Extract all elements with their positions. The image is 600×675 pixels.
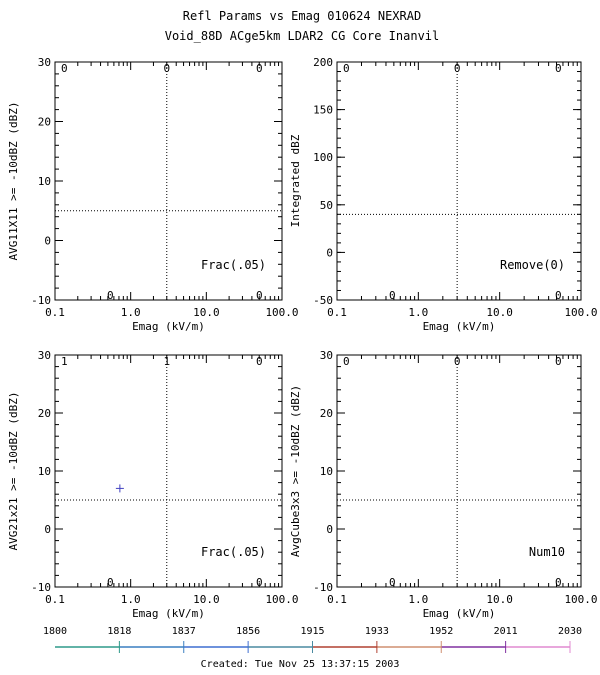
x-tick-label: 1.0 [121, 306, 141, 319]
count-bottom-right: 0 [256, 576, 263, 589]
y-tick-label: 10 [38, 175, 51, 188]
x-tick-label: 10.0 [193, 306, 220, 319]
count-top-right: 0 [555, 355, 562, 368]
count-top-left: 1 [61, 355, 68, 368]
y-tick-label: 0 [326, 246, 333, 259]
timeline-label: 2011 [494, 626, 518, 637]
y-tick-label: 10 [320, 465, 333, 478]
count-bottom-left: 0 [107, 289, 114, 302]
count-top-left: 0 [343, 355, 350, 368]
y-tick-label: 50 [320, 199, 333, 212]
figure-title: Refl Params vs Emag 010624 NEXRAD [183, 9, 421, 23]
x-tick-label: 100.0 [564, 306, 597, 319]
timeline-label: 1837 [172, 626, 196, 637]
timeline-label: 1800 [43, 626, 67, 637]
timeline-label: 1915 [300, 626, 324, 637]
panel-annotation: Frac(.05) [201, 545, 266, 559]
y-tick-label: 100 [313, 151, 333, 164]
x-tick-label: 100.0 [564, 593, 597, 606]
data-point [115, 484, 124, 493]
y-tick-label: 0 [326, 523, 333, 536]
x-tick-label: 1.0 [408, 306, 428, 319]
x-tick-label: 100.0 [265, 306, 298, 319]
y-axis-label: Integrated dBZ [289, 134, 302, 227]
count-top-right: 0 [555, 62, 562, 75]
count-top-right: 0 [256, 62, 263, 75]
y-tick-label: -10 [31, 294, 51, 307]
count-bottom-left: 0 [389, 576, 396, 589]
x-tick-label: 10.0 [486, 306, 513, 319]
y-tick-label: 0 [44, 235, 51, 248]
count-bottom-left: 0 [389, 289, 396, 302]
count-bottom-right: 0 [256, 289, 263, 302]
panel-annotation: Frac(.05) [201, 258, 266, 272]
created-footer: Created: Tue Nov 25 13:37:15 2003 [201, 659, 400, 670]
x-tick-label: 0.1 [327, 306, 347, 319]
timeline-bar: 1800 1818 1837 1856 1915 1933 1952 2011 2030 [43, 626, 582, 653]
x-tick-label: 1.0 [121, 593, 141, 606]
x-tick-label: 10.0 [486, 593, 513, 606]
y-tick-label: 30 [320, 349, 333, 362]
y-tick-label: 30 [38, 349, 51, 362]
x-axis-label: Emag (kV/m) [423, 607, 496, 620]
panel-annotation: Num10 [529, 545, 565, 559]
timeline-label: 1933 [365, 626, 389, 637]
x-axis-label: Emag (kV/m) [132, 320, 205, 333]
chart-panel-4: 0.1 1.0 10.0 100.0 -10 0 10 20 30 0 0 0 0 0 Num10 Emag … [289, 349, 598, 620]
count-top-left: 0 [343, 62, 350, 75]
timeline-label: 1856 [236, 626, 260, 637]
count-top-right: 0 [256, 355, 263, 368]
x-tick-label: 0.1 [45, 306, 65, 319]
y-tick-label: 20 [38, 407, 51, 420]
count-top-mid: 1 [163, 355, 170, 368]
x-tick-label: 10.0 [193, 593, 220, 606]
chart-panel-1: 0.1 1.0 10.0 100.0 -10 0 10 20 30 0 0 0 0 0 Frac(.05) E… [7, 56, 299, 333]
count-top-left: 0 [61, 62, 68, 75]
panel-annotation: Remove(0) [500, 258, 565, 272]
timeline-label: 2030 [558, 626, 582, 637]
count-top-mid: 0 [163, 62, 170, 75]
y-tick-label: -10 [313, 581, 333, 594]
x-tick-label: 0.1 [327, 593, 347, 606]
x-tick-label: 0.1 [45, 593, 65, 606]
y-tick-label: 200 [313, 56, 333, 69]
x-tick-label: 1.0 [408, 593, 428, 606]
y-axis-label: AVG11X11 >= -10dBZ (dBZ) [7, 102, 20, 261]
y-axis-label: AvgCube3x3 >= -10dBZ (dBZ) [289, 385, 302, 557]
timeline-label: 1952 [429, 626, 453, 637]
chart-panel-2: 0.1 1.0 10.0 100.0 -50 0 50 100 150 200 0 0 0 0 0 Remov… [289, 56, 598, 333]
plot-frame [336, 61, 582, 301]
y-tick-label: 30 [38, 56, 51, 69]
count-bottom-right: 0 [555, 576, 562, 589]
x-axis-label: Emag (kV/m) [132, 607, 205, 620]
y-tick-label: 20 [320, 407, 333, 420]
y-tick-label: 150 [313, 104, 333, 117]
y-tick-label: -50 [313, 294, 333, 307]
count-bottom-right: 0 [555, 289, 562, 302]
y-tick-label: 20 [38, 116, 51, 129]
y-tick-label: 10 [38, 465, 51, 478]
y-axis-label: AVG21x21 >= -10dBZ (dBZ) [7, 392, 20, 551]
y-tick-label: -10 [31, 581, 51, 594]
count-top-mid: 0 [454, 355, 461, 368]
timeline-label: 1818 [107, 626, 131, 637]
figure-subtitle: Void_88D ACge5km LDAR2 CG Core Inanvil [165, 29, 440, 43]
count-top-mid: 0 [454, 62, 461, 75]
y-tick-label: 0 [44, 523, 51, 536]
count-bottom-left: 0 [107, 576, 114, 589]
x-tick-label: 100.0 [265, 593, 298, 606]
x-axis-label: Emag (kV/m) [423, 320, 496, 333]
